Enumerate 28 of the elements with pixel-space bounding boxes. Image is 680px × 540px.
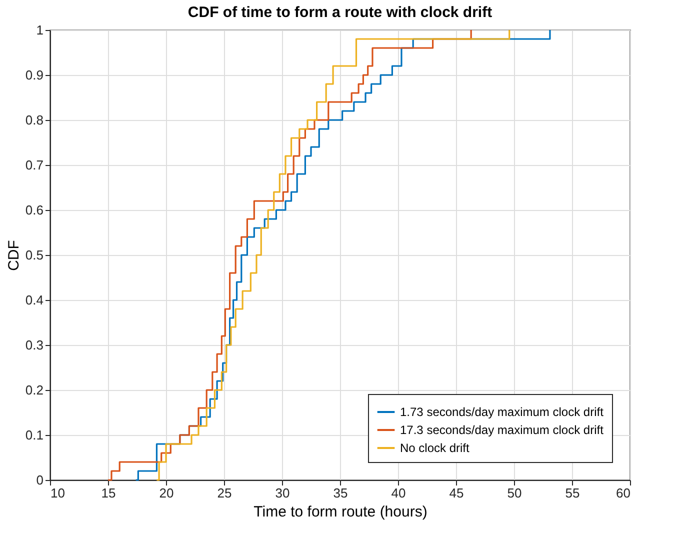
y-tick-label: 0.7 — [25, 158, 44, 172]
y-tick-label: 0.4 — [25, 292, 44, 308]
x-tick-label: 25 — [217, 486, 232, 500]
y-tick-label: 0.9 — [25, 68, 44, 82]
legend-label: 17.3 seconds/day maximum clock drift — [400, 423, 604, 437]
chart-title: CDF of time to form a route with clock drift — [188, 4, 492, 21]
y-axis-title: CDF — [5, 240, 22, 271]
legend-label: No clock drift — [400, 441, 470, 455]
y-tick-label: 0.6 — [25, 202, 44, 218]
y-tick-label: 1 — [36, 22, 44, 38]
x-tick-label: 20 — [159, 486, 174, 500]
x-tick-label: 50 — [507, 486, 522, 500]
x-tick-label: 10 — [50, 486, 65, 500]
x-tick-label: 55 — [565, 486, 580, 500]
x-tick-label: 40 — [391, 486, 406, 500]
y-tick-label: 0.8 — [25, 112, 44, 128]
x-tick-label: 60 — [616, 486, 630, 500]
y-tick-label: 0 — [36, 472, 44, 488]
legend-label: 1.73 seconds/day maximum clock drift — [400, 405, 604, 419]
y-tick-label: 0.5 — [25, 248, 44, 262]
x-axis-title: Time to form route (hours) — [254, 504, 428, 520]
y-tick-label: 0.3 — [25, 338, 44, 352]
y-tick-label: 0.1 — [25, 428, 44, 442]
x-tick-label: 15 — [101, 486, 116, 500]
x-tick-label: 30 — [275, 486, 290, 500]
x-tick-label: 35 — [333, 486, 348, 500]
x-tick-label: 45 — [449, 486, 464, 500]
y-tick-label: 0.2 — [25, 382, 44, 398]
